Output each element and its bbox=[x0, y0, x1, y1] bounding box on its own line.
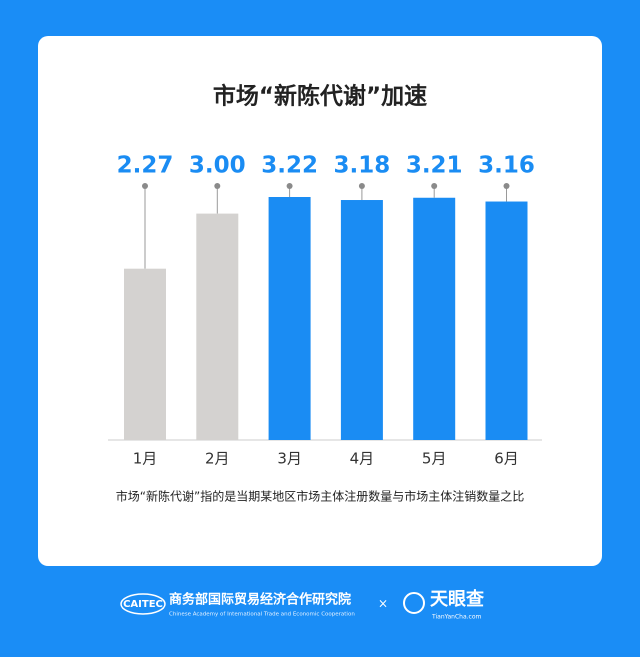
bar bbox=[485, 201, 528, 440]
x-tick-label: 4月 bbox=[350, 450, 375, 468]
brand: 天眼查 bbox=[430, 588, 484, 610]
bar bbox=[196, 213, 239, 440]
value-label: 3.22 bbox=[261, 153, 318, 179]
x-tick-label: 1月 bbox=[133, 450, 158, 468]
x-tick-label: 2月 bbox=[205, 450, 230, 468]
leader-dot bbox=[503, 183, 510, 189]
value-label: 3.21 bbox=[406, 153, 463, 179]
value-label: 3.00 bbox=[189, 153, 246, 179]
x-tick-label: 5月 bbox=[422, 450, 447, 468]
leader-dot bbox=[286, 183, 293, 189]
value-label: 3.16 bbox=[478, 153, 535, 179]
org-name-en: Chinese Academy of International Trade a… bbox=[169, 612, 355, 618]
x-tick-label: 3月 bbox=[277, 450, 302, 468]
brand-url: TianYanCha.com bbox=[431, 614, 481, 621]
leader-dot bbox=[358, 183, 365, 189]
chart-title: 市场“新陈代谢”加速 bbox=[213, 83, 427, 110]
bar bbox=[340, 200, 383, 440]
note: 市场“新陈代谢”指的是当期某地区市场主体注册数量与市场主体注销数量之比 bbox=[116, 489, 524, 504]
leader-dot bbox=[142, 183, 148, 189]
bar bbox=[268, 197, 311, 440]
bar bbox=[413, 197, 456, 440]
separator: × bbox=[378, 597, 388, 611]
org-logo-ring bbox=[120, 593, 166, 615]
org-name: 商务部国际贸易经济合作研究院 bbox=[169, 592, 351, 608]
value-label: 2.27 bbox=[117, 153, 174, 179]
org-logo: CAITEC bbox=[123, 599, 163, 610]
leader-dot bbox=[431, 183, 438, 189]
footer: CAITEC 商务部国际贸易经济合作研究院 Chinese Academy of… bbox=[120, 588, 484, 621]
brand-icon bbox=[403, 592, 425, 614]
x-tick-label: 6月 bbox=[494, 450, 519, 468]
bar bbox=[124, 268, 166, 440]
leader-dot bbox=[214, 183, 221, 189]
value-label: 3.18 bbox=[334, 153, 391, 179]
card bbox=[38, 36, 602, 566]
